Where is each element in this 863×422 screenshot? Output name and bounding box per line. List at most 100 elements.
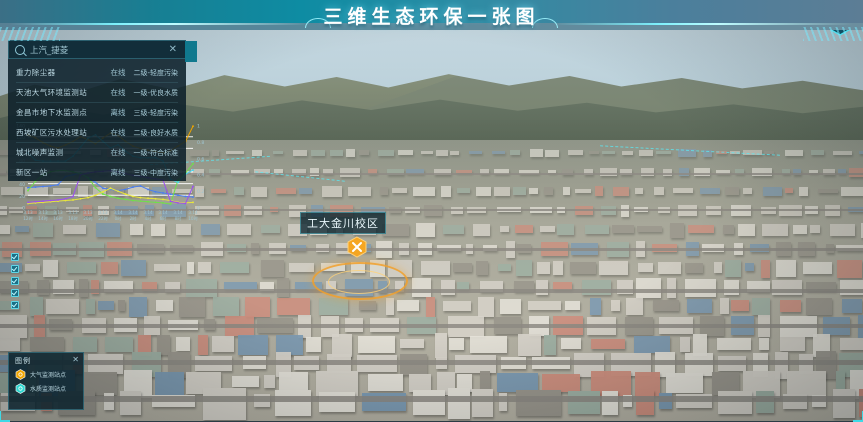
series-point: [162, 198, 164, 200]
result-row[interactable]: 西坡矿区污水处理站在线二级-良好水质: [16, 123, 178, 143]
series-point: [185, 195, 187, 197]
x-axis-hour: 22时: [98, 215, 108, 221]
series-point: [147, 188, 149, 190]
series-point: [27, 189, 29, 191]
y2-axis-tick: 0.8: [197, 139, 204, 145]
series-point: [155, 190, 157, 192]
search-icon: [15, 45, 25, 55]
result-row-type: 在线: [106, 147, 130, 158]
layer-checkbox[interactable]: [11, 289, 19, 297]
result-row[interactable]: 天池大气环境监测站在线一级-优良水质: [16, 83, 178, 103]
layer-checkbox[interactable]: [11, 265, 19, 273]
series-point: [50, 199, 52, 201]
search-submit-button[interactable]: [185, 41, 197, 62]
result-row-name: 重力除尘器: [16, 67, 106, 78]
header-corner-deco-left: [0, 27, 60, 41]
series-point: [42, 185, 44, 187]
x-axis-date: 3.13: [98, 210, 108, 215]
series-point: [80, 197, 82, 199]
search-result-panel[interactable]: ✕ 重力除尘器在线二级-轻度污染天池大气环境监测站在线一级-优良水质金昌市地下水…: [8, 40, 186, 181]
series-point: [117, 190, 119, 192]
y2-axis-tick: 0.2: [197, 189, 204, 195]
result-row-name: 天池大气环境监测站: [16, 87, 106, 98]
series-point: [102, 187, 104, 189]
result-row-type: 离线: [106, 107, 130, 118]
series-point: [140, 196, 142, 198]
series-point: [95, 194, 97, 196]
series-point: [110, 187, 112, 189]
series-point: [102, 190, 104, 192]
series-point: [177, 194, 179, 196]
x-axis-date: 3.14: [128, 210, 138, 215]
result-row-value: 二级-轻度污染: [130, 68, 178, 78]
x-axis-hour: 8时: [175, 215, 183, 221]
x-axis-date: 3.13: [23, 210, 33, 215]
x-axis-hour: 20时: [83, 215, 93, 221]
series-point: [147, 200, 149, 202]
result-row-value: 三级-轻度污染: [130, 108, 178, 118]
x-axis-date: 3.13: [83, 210, 93, 215]
series-point: [185, 202, 187, 204]
result-row-name: 新区一站: [16, 167, 106, 178]
series-point: [132, 186, 134, 188]
map-legend-items: 大气监测站点水质监测站点: [9, 366, 83, 394]
series-point: [95, 186, 97, 188]
search-bar[interactable]: ✕: [8, 40, 186, 59]
series-point: [170, 200, 172, 202]
result-row[interactable]: 金昌市地下水监测点离线三级-轻度污染: [16, 103, 178, 123]
search-input[interactable]: [25, 44, 167, 56]
map-pin-icon[interactable]: [346, 236, 368, 258]
series-point: [125, 198, 127, 200]
series-point: [140, 200, 142, 202]
x-axis-date: 3.13: [53, 210, 63, 215]
series-point: [170, 203, 172, 205]
layer-corner-bl: [0, 411, 10, 422]
result-row[interactable]: 重力除尘器在线二级-轻度污染: [16, 63, 178, 83]
series-point: [177, 181, 179, 183]
series-point: [155, 201, 157, 203]
result-row-name: 金昌市地下水监测点: [16, 107, 106, 118]
series-point: [132, 195, 134, 197]
page-title: 三维生态环保一张图: [0, 0, 863, 30]
header-corner-deco-right: [803, 27, 863, 41]
series-point: [192, 185, 194, 187]
series-point: [57, 183, 59, 185]
y-axis-tick: 20: [19, 193, 25, 199]
series-point: [177, 202, 179, 204]
series-point: [170, 193, 172, 195]
series-point: [27, 186, 29, 188]
series-point: [125, 188, 127, 190]
series-point: [117, 197, 119, 199]
search-result-list[interactable]: 重力除尘器在线二级-轻度污染天池大气环境监测站在线一级-优良水质金昌市地下水监测…: [16, 63, 178, 179]
clear-search-icon[interactable]: ✕: [167, 44, 179, 55]
result-row-type: 在线: [106, 87, 130, 98]
y2-axis-tick: 1: [197, 123, 200, 129]
series-point: [65, 199, 67, 201]
x-axis-hour: 12时: [23, 215, 33, 221]
x-axis-date: 3.13: [68, 210, 78, 215]
marker-label[interactable]: 工大金川校区: [300, 212, 386, 234]
result-row-value: 二级-良好水质: [130, 128, 178, 138]
series-point: [72, 199, 74, 201]
layer-checkbox[interactable]: [11, 277, 19, 285]
app-header: 三维生态环保一张图: [0, 0, 863, 30]
series-point: [162, 192, 164, 194]
map-legend-item: 大气监测站点: [9, 366, 83, 380]
station-marker-icon: [15, 383, 26, 394]
series-point: [42, 200, 44, 202]
selected-station-marker[interactable]: 工大金川校区: [300, 212, 386, 234]
series-point: [57, 199, 59, 201]
series-point: [162, 202, 164, 204]
result-row[interactable]: 城北噪声监测在线一级-符合标准: [16, 143, 178, 163]
map-legend-panel[interactable]: 图例 ✕ 大气监测站点水质监测站点: [8, 352, 84, 410]
close-icon[interactable]: ✕: [72, 355, 79, 364]
series-point: [155, 197, 157, 199]
series-point: [192, 125, 194, 127]
result-row[interactable]: 新区一站离线三级-中度污染: [16, 163, 178, 179]
x-axis-date: 3.13: [38, 210, 48, 215]
result-row-name: 西坡矿区污水处理站: [16, 127, 106, 138]
x-axis-hour: 6时: [160, 215, 168, 221]
result-row-name: 城北噪声监测: [16, 147, 106, 158]
layer-checkbox[interactable]: [11, 253, 19, 261]
layer-checkbox[interactable]: [11, 301, 19, 309]
